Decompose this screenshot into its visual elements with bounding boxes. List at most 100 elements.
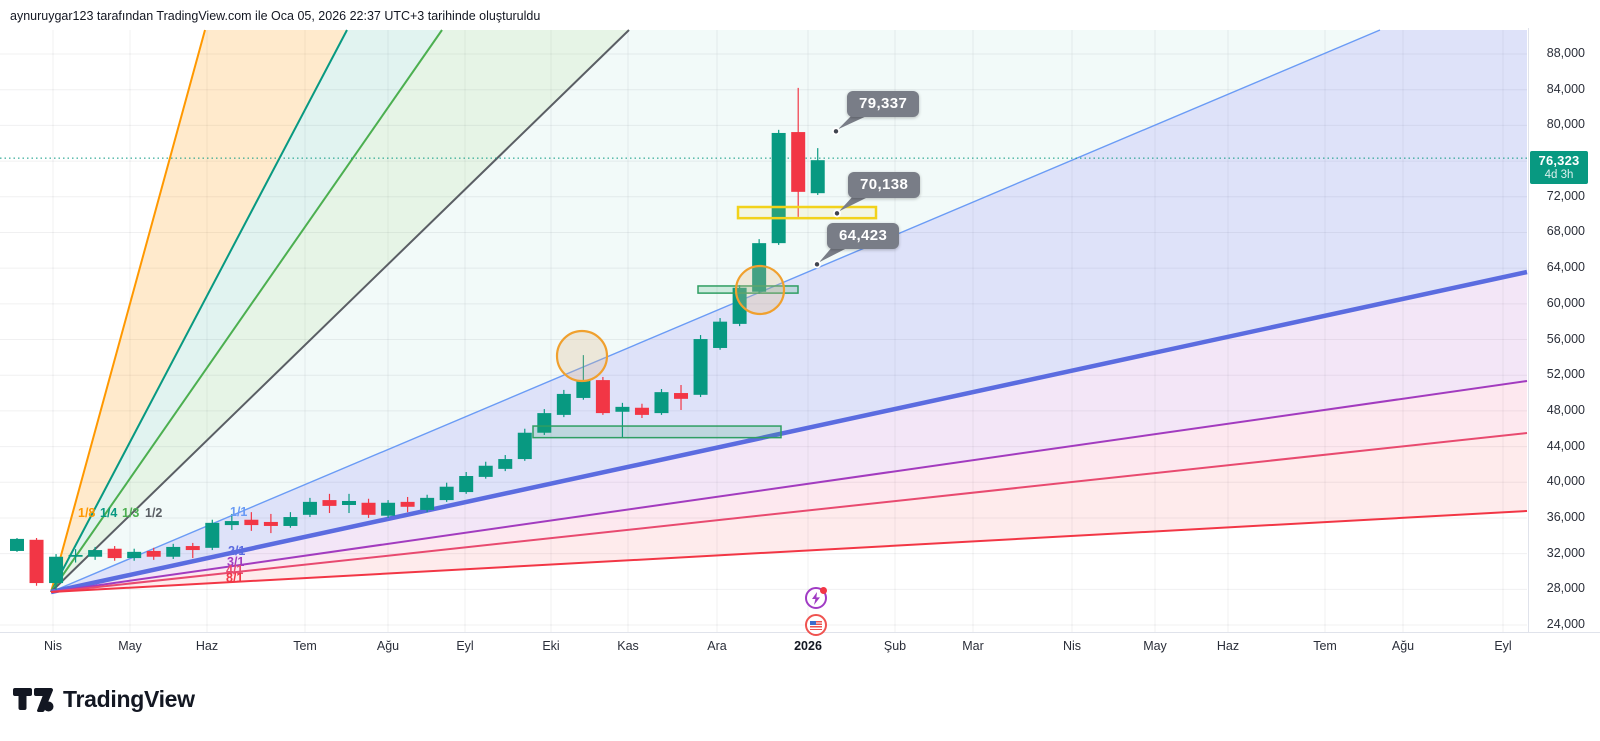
candle[interactable] bbox=[244, 512, 259, 531]
candle[interactable] bbox=[107, 546, 122, 561]
gann-ratio-label: 8/1 bbox=[226, 571, 244, 585]
candle[interactable] bbox=[400, 496, 415, 513]
candle[interactable] bbox=[68, 549, 83, 563]
candle[interactable] bbox=[498, 455, 513, 472]
candle-body bbox=[49, 556, 64, 584]
candle[interactable] bbox=[381, 500, 396, 518]
candle-body bbox=[205, 522, 220, 548]
green-band-zone[interactable] bbox=[532, 425, 782, 439]
candle[interactable] bbox=[420, 494, 435, 513]
candle[interactable] bbox=[29, 538, 44, 586]
candle[interactable] bbox=[302, 497, 317, 518]
candle[interactable] bbox=[439, 482, 454, 502]
price-callout[interactable]: 70,138 bbox=[848, 172, 921, 198]
candle-body bbox=[322, 500, 337, 506]
price-tick-label: 60,000 bbox=[1546, 295, 1585, 310]
candle-body bbox=[615, 406, 630, 412]
gann-fan-line-8-1[interactable] bbox=[50, 510, 1528, 593]
highlight-circle[interactable] bbox=[555, 329, 609, 383]
candle-body bbox=[302, 501, 317, 515]
candle-body bbox=[713, 321, 728, 348]
candle[interactable] bbox=[791, 87, 806, 217]
gann-fan-line-1-8[interactable] bbox=[50, 29, 206, 593]
time-tick-label: Eyl bbox=[456, 639, 474, 653]
lightning-event-icon[interactable] bbox=[805, 587, 827, 609]
price-tick-label: 64,000 bbox=[1546, 260, 1585, 275]
candle-body bbox=[146, 550, 161, 557]
candle[interactable] bbox=[459, 471, 474, 494]
gann-fan-line-2-1[interactable] bbox=[50, 269, 1528, 595]
tradingview-logo-text: TradingView bbox=[63, 686, 195, 712]
candle-body bbox=[654, 392, 669, 414]
candle[interactable] bbox=[537, 409, 552, 435]
candle[interactable] bbox=[10, 538, 24, 552]
candle[interactable] bbox=[615, 402, 630, 438]
gann-ratio-label: 1/4 bbox=[100, 506, 118, 520]
bar-countdown: 4d 3h bbox=[1544, 169, 1574, 181]
gann-fan-line-3-1[interactable] bbox=[50, 380, 1528, 593]
candle[interactable] bbox=[361, 498, 376, 518]
gann-fan-line-1-2[interactable] bbox=[50, 29, 630, 593]
candle[interactable] bbox=[576, 355, 591, 400]
yellow-box-zone[interactable] bbox=[736, 205, 878, 220]
price-tick-label: 80,000 bbox=[1546, 117, 1585, 132]
callout-tail bbox=[839, 195, 872, 212]
time-axis[interactable]: Nis May Haz Tem Ağu Eyl Eki Kas Ara 2026 Şub Mar Nis… bbox=[0, 632, 1600, 661]
candle[interactable] bbox=[185, 542, 200, 559]
gann-fan-line-1-4[interactable] bbox=[50, 29, 348, 593]
highlight-circle[interactable] bbox=[734, 264, 786, 316]
candle[interactable] bbox=[322, 493, 337, 514]
us-flag-event-icon[interactable] bbox=[805, 614, 827, 636]
candle[interactable] bbox=[654, 389, 669, 415]
tradingview-logo[interactable]: TradingView bbox=[13, 686, 195, 713]
gann-fan-line-1-1[interactable] bbox=[50, 29, 1381, 593]
candle[interactable] bbox=[88, 546, 103, 560]
last-price-value: 76,323 bbox=[1538, 153, 1580, 168]
candle-body bbox=[263, 521, 278, 526]
candle-body bbox=[68, 554, 83, 557]
candle-body bbox=[537, 413, 552, 433]
price-callout[interactable]: 79,337 bbox=[847, 91, 920, 117]
candle[interactable] bbox=[810, 148, 825, 195]
candle[interactable] bbox=[634, 403, 649, 419]
candle-body bbox=[674, 393, 689, 399]
time-tick-label: Haz bbox=[195, 639, 219, 653]
time-tick-label: Haz bbox=[1216, 639, 1240, 653]
green-band-zone[interactable] bbox=[697, 285, 799, 294]
candle[interactable] bbox=[342, 493, 357, 514]
candle-body bbox=[127, 551, 142, 559]
candle[interactable] bbox=[263, 513, 278, 534]
candle[interactable] bbox=[556, 389, 571, 418]
time-tick-label: Ağu bbox=[1391, 639, 1415, 653]
candle[interactable] bbox=[595, 376, 610, 415]
candle[interactable] bbox=[224, 513, 239, 530]
candle[interactable] bbox=[517, 428, 532, 461]
time-tick-label: Kas bbox=[617, 639, 639, 653]
gann-ratio-label: 2/1 bbox=[228, 544, 246, 558]
candle[interactable] bbox=[146, 547, 161, 560]
gann-fan-line-4-1[interactable] bbox=[50, 432, 1528, 593]
price-tick-label: 40,000 bbox=[1546, 474, 1585, 489]
candle[interactable] bbox=[166, 543, 181, 559]
time-tick-label: May bbox=[1143, 639, 1167, 653]
candle-body bbox=[498, 459, 513, 469]
candle[interactable] bbox=[478, 461, 493, 479]
price-callout[interactable]: 64,423 bbox=[827, 223, 900, 249]
candle[interactable] bbox=[693, 335, 708, 398]
candle[interactable] bbox=[771, 129, 786, 245]
candle-body bbox=[29, 539, 44, 584]
candle[interactable] bbox=[205, 519, 220, 551]
price-axis[interactable]: 88,000 84,000 80,000 72,000 68,000 64,000 60,0… bbox=[1528, 28, 1600, 632]
candle[interactable] bbox=[127, 548, 142, 561]
callout-tail bbox=[838, 114, 871, 130]
candle[interactable] bbox=[713, 318, 728, 350]
candle-body bbox=[478, 465, 493, 477]
time-tick-label: 2026 bbox=[794, 639, 822, 653]
candle[interactable] bbox=[49, 554, 64, 590]
candle[interactable] bbox=[283, 512, 298, 528]
candle[interactable] bbox=[674, 385, 689, 410]
candle-body bbox=[107, 548, 122, 559]
candle-body bbox=[752, 243, 767, 292]
gann-fan-line-1-3[interactable] bbox=[50, 29, 443, 593]
